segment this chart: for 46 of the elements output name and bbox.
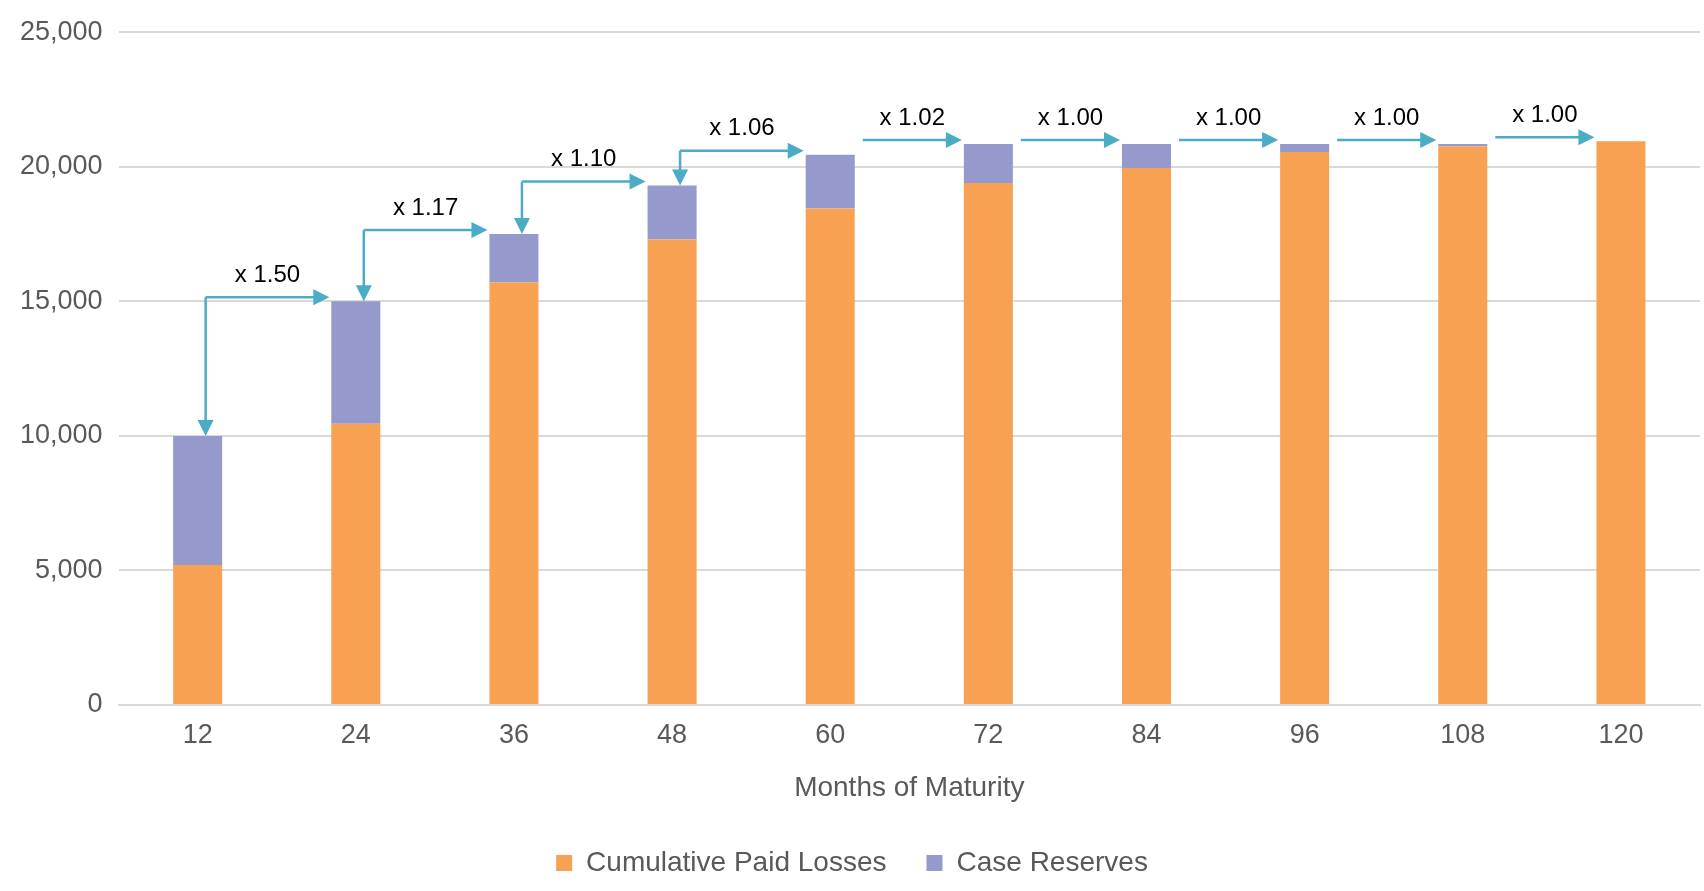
- annotation: x 1.10: [551, 144, 617, 172]
- bar: [173, 435, 223, 566]
- annotation: x 1.06: [709, 113, 775, 141]
- x-tick-label: 120: [1598, 718, 1644, 749]
- legend-label: Cumulative Paid Losses: [586, 845, 887, 877]
- bar: [489, 282, 539, 704]
- annotation: x 1.00: [1354, 102, 1420, 130]
- y-tick-label: 10,000: [19, 419, 103, 450]
- bar: [173, 565, 223, 704]
- annotation: x 1.50: [234, 259, 301, 287]
- y-tick-label: 20,000: [19, 150, 103, 181]
- bar: [1596, 141, 1646, 704]
- x-tick-label: 60: [815, 718, 846, 749]
- y-tick-label: 15,000: [19, 284, 103, 315]
- bar: [1121, 168, 1172, 704]
- bar: [963, 182, 1013, 704]
- x-tick-label: 12: [182, 718, 213, 749]
- x-tick-label: 96: [1289, 718, 1320, 749]
- annotation: x 1.00: [1195, 102, 1262, 130]
- y-tick-label: 5,000: [35, 553, 103, 584]
- bar: [1438, 143, 1488, 147]
- bar: [805, 208, 855, 704]
- x-tick-label: 36: [498, 718, 529, 749]
- bar: [331, 301, 381, 424]
- x-tick-label: 108: [1440, 718, 1486, 749]
- annotation: x 1.02: [879, 102, 945, 130]
- bar: [1438, 146, 1488, 704]
- bar: [647, 239, 697, 704]
- y-tick-label: 25,000: [19, 15, 103, 46]
- x-axis-title: Months of Maturity: [794, 770, 1025, 802]
- bar: [805, 154, 855, 209]
- annotation: x 1.00: [1512, 99, 1578, 127]
- bar: [1121, 143, 1172, 169]
- annotation: x 1.00: [1037, 102, 1104, 130]
- bar: [489, 234, 539, 283]
- x-tick-label: 48: [657, 718, 688, 749]
- legend-label: Case Reserves: [956, 845, 1148, 877]
- bar: [1280, 151, 1330, 704]
- y-tick-label: 0: [87, 688, 103, 719]
- x-tick-label: 24: [340, 718, 371, 749]
- x-tick-label: 72: [973, 718, 1004, 749]
- bar: [963, 143, 1013, 183]
- bar: [647, 185, 697, 240]
- bar: [331, 423, 381, 704]
- x-tick-label: 84: [1131, 718, 1162, 749]
- annotation: x 1.17: [392, 192, 459, 220]
